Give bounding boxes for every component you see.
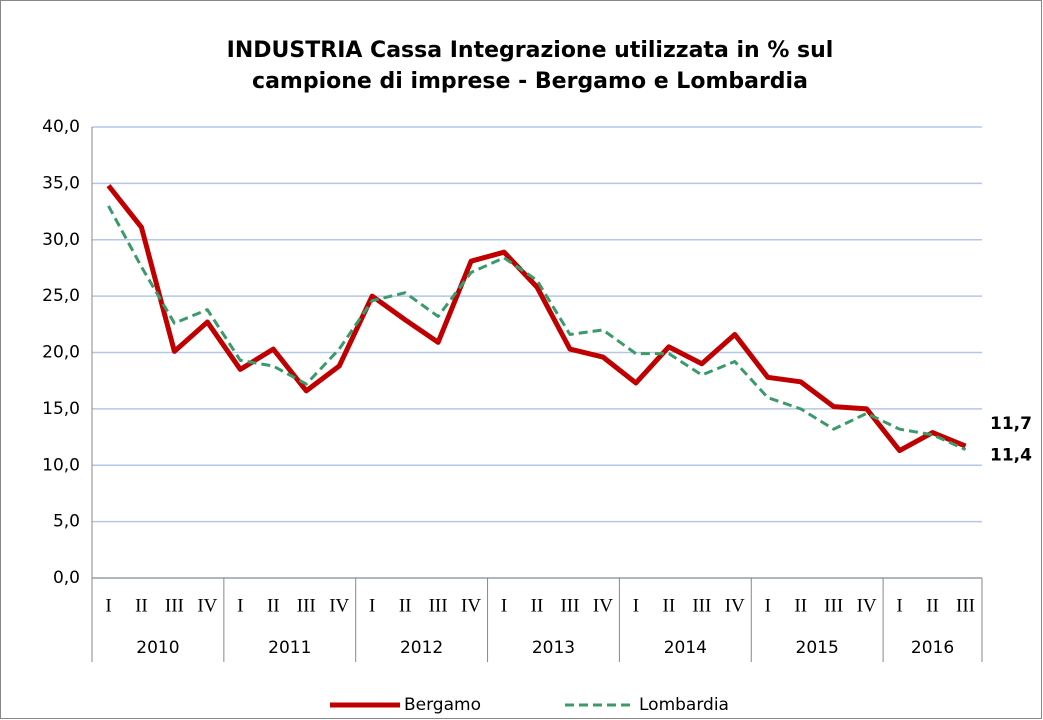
y-tick-label: 20,0 xyxy=(42,343,80,363)
y-tick-label: 30,0 xyxy=(42,230,80,250)
year-label: 2016 xyxy=(911,638,954,658)
x-tick-label: II xyxy=(794,595,807,616)
x-tick-label: I xyxy=(105,595,111,616)
data-label: 11,4 xyxy=(990,445,1032,465)
chart-title: campione di imprese - Bergamo e Lombardi… xyxy=(252,69,808,94)
x-tick-label: IV xyxy=(329,595,349,616)
legend-label: Lombardia xyxy=(639,695,729,715)
x-tick-label: IV xyxy=(857,595,877,616)
data-label: 11,7 xyxy=(990,414,1032,434)
year-label: 2011 xyxy=(268,638,311,658)
year-label: 2012 xyxy=(400,638,443,658)
x-tick-label: I xyxy=(237,595,243,616)
x-tick-label: III xyxy=(165,595,184,616)
x-tick-label: III xyxy=(824,595,843,616)
y-tick-label: 5,0 xyxy=(53,512,80,532)
x-tick-label: II xyxy=(267,595,280,616)
x-tick-label: II xyxy=(926,595,939,616)
year-label: 2014 xyxy=(664,638,707,658)
year-label: 2015 xyxy=(796,638,839,658)
year-label: 2013 xyxy=(532,638,575,658)
chart-title: INDUSTRIA Cassa Integrazione utilizzata … xyxy=(227,38,834,63)
year-label: 2010 xyxy=(136,638,179,658)
x-tick-label: II xyxy=(399,595,412,616)
y-tick-label: 10,0 xyxy=(42,455,80,475)
x-tick-label: IV xyxy=(593,595,613,616)
x-tick-label: III xyxy=(560,595,579,616)
y-tick-label: 0,0 xyxy=(53,568,80,588)
x-tick-label: III xyxy=(956,595,975,616)
x-tick-label: III xyxy=(297,595,316,616)
y-tick-label: 40,0 xyxy=(42,117,80,137)
x-tick-label: II xyxy=(531,595,544,616)
x-tick-label: IV xyxy=(725,595,745,616)
y-tick-label: 15,0 xyxy=(42,399,80,419)
y-tick-label: 35,0 xyxy=(42,173,80,193)
x-tick-label: I xyxy=(633,595,639,616)
x-tick-label: I xyxy=(896,595,902,616)
x-tick-label: I xyxy=(501,595,507,616)
y-tick-label: 25,0 xyxy=(42,286,80,306)
series-line xyxy=(107,205,967,451)
x-tick-label: IV xyxy=(197,595,217,616)
x-tick-label: II xyxy=(135,595,148,616)
legend-label: Bergamo xyxy=(404,695,481,715)
x-tick-label: I xyxy=(369,595,375,616)
x-tick-label: II xyxy=(663,595,676,616)
x-tick-label: III xyxy=(429,595,448,616)
x-tick-label: III xyxy=(692,595,711,616)
x-tick-label: I xyxy=(765,595,771,616)
x-tick-label: IV xyxy=(461,595,481,616)
